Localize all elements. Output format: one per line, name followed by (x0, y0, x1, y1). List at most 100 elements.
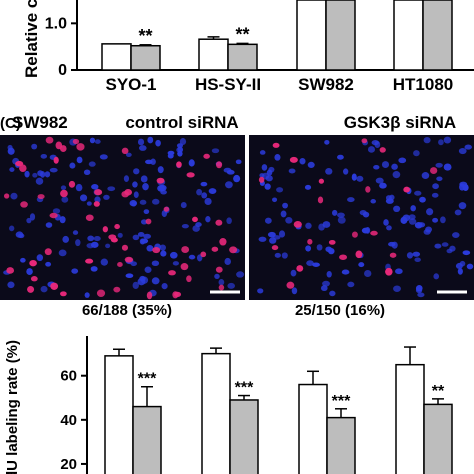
brdu-nucleus (114, 224, 120, 230)
nucleus (90, 266, 98, 272)
nucleus (75, 239, 81, 247)
nucleus (375, 177, 384, 184)
nucleus (125, 152, 132, 157)
brdu-nucleus (355, 250, 363, 259)
brdu-nucleus (124, 188, 133, 196)
control-sirna-title: control siRNA (125, 113, 238, 132)
nucleus (324, 139, 330, 145)
nucleus (75, 183, 83, 192)
nucleus (443, 163, 452, 171)
brdu-nucleus (30, 276, 38, 282)
significance-marker: ** (235, 24, 249, 44)
nucleus (61, 196, 69, 203)
nucleus (435, 162, 443, 168)
nucleus (49, 167, 58, 173)
nucleus (458, 147, 467, 155)
nucleus (379, 182, 387, 189)
nucleus (137, 138, 145, 146)
nucleus (40, 171, 46, 178)
nucleus (205, 216, 211, 223)
nucleus (159, 244, 166, 251)
nucleus (386, 225, 392, 231)
brdu-nucleus (200, 251, 207, 258)
nucleus (150, 158, 156, 165)
nucleus (414, 257, 421, 263)
nucleus (130, 261, 137, 267)
nucleus (307, 161, 315, 169)
control-bar-4 (395, 363, 425, 474)
nucleus (337, 216, 346, 224)
brdu-nucleus (121, 244, 129, 251)
brdu-nucleus (37, 194, 45, 200)
nucleus (129, 200, 138, 207)
nucleus (288, 168, 296, 174)
significance-marker: *** (235, 380, 254, 397)
nucleus (157, 166, 164, 174)
nucleus (62, 235, 70, 243)
nucleus (290, 269, 297, 277)
knockdown-bar-1 (132, 405, 162, 474)
y-tick-label: 60 (60, 368, 77, 385)
nucleus (157, 184, 165, 192)
knockdown-bar-4 (422, 0, 453, 71)
brdu-nucleus (211, 246, 219, 252)
nucleus (105, 243, 111, 249)
brdu-nucleus (203, 153, 210, 159)
nucleus (147, 136, 154, 144)
nucleus (347, 281, 355, 288)
control-bar-1 (104, 355, 134, 474)
nucleus (89, 137, 96, 144)
nucleus (282, 202, 288, 209)
knockdown-bar-3 (325, 0, 356, 71)
control-bar-4 (393, 0, 424, 71)
nucleus (316, 244, 323, 251)
x-category-label: HT1080 (393, 75, 453, 94)
significance-marker: *** (332, 393, 351, 410)
brdu-nucleus (19, 164, 27, 172)
brdu-nucleus (163, 206, 170, 212)
brdu-nucleus (152, 246, 161, 254)
nucleus (117, 232, 123, 238)
nucleus (172, 261, 179, 266)
nucleus (362, 211, 370, 218)
nucleus (26, 268, 33, 276)
nucleus (99, 154, 108, 160)
brdu-nucleus (181, 246, 190, 253)
nucleus (84, 292, 90, 298)
y-tick-label: 1.0 (45, 15, 67, 32)
nucleus (462, 250, 471, 256)
nucleus (87, 235, 95, 242)
nucleus (373, 164, 380, 170)
brdu-nucleus (339, 254, 348, 260)
nucleus (381, 161, 390, 168)
brdu-nucleus (370, 230, 378, 236)
brdu-nucleus (44, 248, 52, 256)
nucleus (7, 281, 15, 289)
nucleus (132, 234, 140, 241)
brdu-nucleus (93, 201, 100, 207)
nucleus (414, 190, 422, 196)
nucleus (132, 281, 139, 290)
nucleus (103, 194, 110, 200)
nucleus (29, 213, 36, 221)
nucleus (325, 246, 333, 253)
nucleus (233, 174, 241, 183)
nucleus (138, 145, 147, 151)
brdu-nucleus (76, 143, 85, 151)
brdu-nucleus (218, 284, 225, 291)
nucleus (181, 223, 189, 229)
nucleus (140, 238, 149, 244)
brdu-nucleus (215, 161, 223, 169)
nucleus (225, 181, 233, 189)
nucleus (9, 167, 15, 172)
nucleus (201, 192, 208, 199)
brdu-nucleus (192, 216, 198, 223)
brdu-nucleus (3, 193, 10, 199)
nucleus (329, 290, 336, 297)
nucleus (337, 154, 344, 160)
brdu-nucleus (27, 285, 35, 293)
brdu-nucleus (293, 220, 302, 228)
nucleus (137, 232, 145, 237)
nucleus (40, 153, 48, 159)
brdu-nucleus (219, 237, 227, 246)
